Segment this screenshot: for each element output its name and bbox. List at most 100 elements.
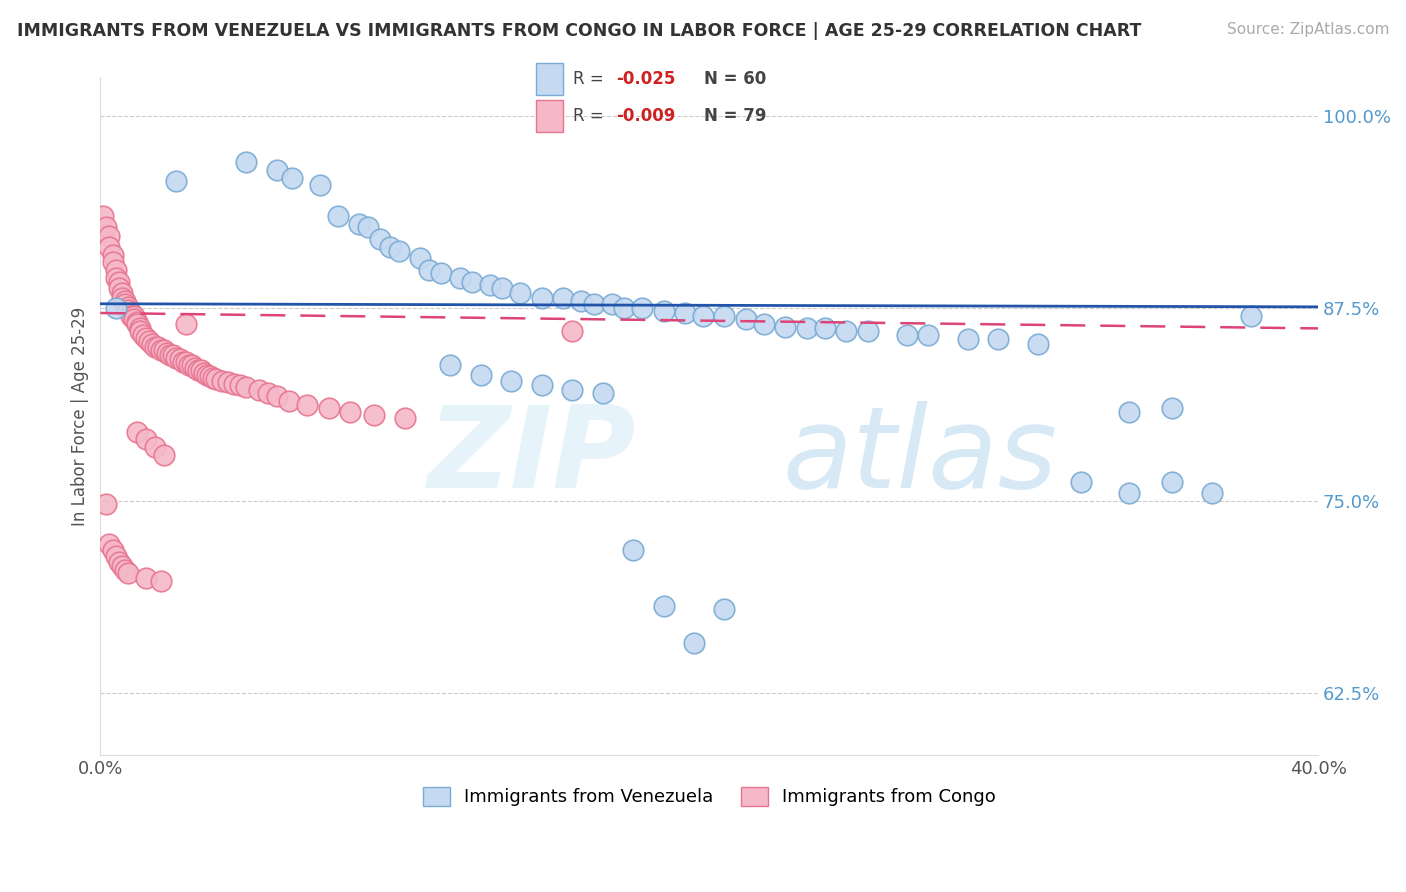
Point [530, 378, 553, 392]
Point [93, 209, 115, 223]
Point [153, 343, 176, 357]
Point [114, 297, 136, 311]
Point [98, 537, 121, 551]
Point [388, 244, 411, 259]
Point [229, 378, 252, 392]
Point [409, 251, 432, 265]
Point [652, 304, 675, 318]
Point [713, 309, 735, 323]
Point [117, 302, 139, 317]
Point [1026, 336, 1049, 351]
Point [363, 408, 385, 422]
Point [561, 325, 583, 339]
Point [107, 281, 129, 295]
Text: N = 60: N = 60 [704, 70, 766, 87]
Point [683, 635, 706, 649]
Point [439, 359, 461, 373]
Point [430, 266, 453, 280]
Point [247, 383, 270, 397]
Point [600, 297, 623, 311]
Point [180, 359, 202, 373]
Point [461, 275, 484, 289]
Point [150, 343, 173, 357]
Point [107, 275, 129, 289]
Text: IMMIGRANTS FROM VENEZUELA VS IMMIGRANTS FROM CONGO IN LABOR FORCE | AGE 25-29 CO: IMMIGRANTS FROM VENEZUELA VS IMMIGRANTS … [17, 22, 1142, 40]
Y-axis label: In Labor Force | Age 25-29: In Labor Force | Age 25-29 [72, 307, 89, 525]
Point [1118, 486, 1140, 500]
Point [122, 312, 145, 326]
Point [143, 340, 166, 354]
Point [104, 549, 127, 564]
Point [553, 291, 575, 305]
Point [449, 270, 471, 285]
Point [98, 229, 121, 244]
Point [357, 219, 380, 234]
Point [104, 270, 127, 285]
Point [394, 410, 416, 425]
Point [122, 309, 145, 323]
Point [150, 574, 173, 588]
Point [281, 170, 304, 185]
Point [125, 315, 148, 329]
Point [266, 389, 288, 403]
Point [752, 317, 775, 331]
Point [1161, 475, 1184, 490]
Point [235, 155, 257, 169]
Point [917, 327, 939, 342]
Text: ZIP: ZIP [427, 401, 636, 512]
Point [1161, 401, 1184, 416]
Point [132, 327, 155, 342]
Point [297, 398, 319, 412]
Point [111, 558, 134, 573]
Point [107, 556, 129, 570]
Point [235, 380, 257, 394]
Point [217, 376, 239, 390]
Point [183, 361, 205, 376]
Point [266, 162, 288, 177]
Point [775, 319, 797, 334]
Point [190, 363, 212, 377]
Point [101, 255, 124, 269]
Point [172, 355, 194, 369]
Point [814, 321, 837, 335]
Point [169, 352, 191, 367]
Point [114, 563, 136, 577]
Point [201, 370, 224, 384]
Text: R =: R = [574, 70, 609, 87]
Point [148, 340, 170, 354]
Point [205, 372, 228, 386]
Text: -0.009: -0.009 [616, 107, 675, 125]
Point [104, 301, 127, 316]
Point [98, 240, 121, 254]
Point [198, 369, 221, 384]
Point [101, 543, 124, 558]
Point [1070, 475, 1092, 490]
Point [613, 301, 636, 316]
Point [117, 566, 139, 581]
Point [153, 448, 176, 462]
Point [1118, 404, 1140, 418]
Text: N = 79: N = 79 [704, 107, 766, 125]
Point [479, 278, 502, 293]
Point [135, 331, 157, 345]
Point [256, 386, 278, 401]
Point [135, 432, 157, 446]
Point [143, 440, 166, 454]
Point [96, 497, 118, 511]
Point [120, 309, 142, 323]
Point [96, 219, 118, 234]
Point [111, 291, 134, 305]
Point [141, 336, 163, 351]
Point [530, 291, 553, 305]
Point [501, 374, 523, 388]
Point [692, 309, 714, 323]
Point [193, 366, 215, 380]
Point [125, 317, 148, 331]
Text: -0.025: -0.025 [616, 70, 675, 87]
Point [308, 178, 330, 193]
Point [166, 351, 188, 365]
Point [582, 297, 605, 311]
Text: Source: ZipAtlas.com: Source: ZipAtlas.com [1226, 22, 1389, 37]
Point [856, 325, 879, 339]
Point [734, 312, 756, 326]
